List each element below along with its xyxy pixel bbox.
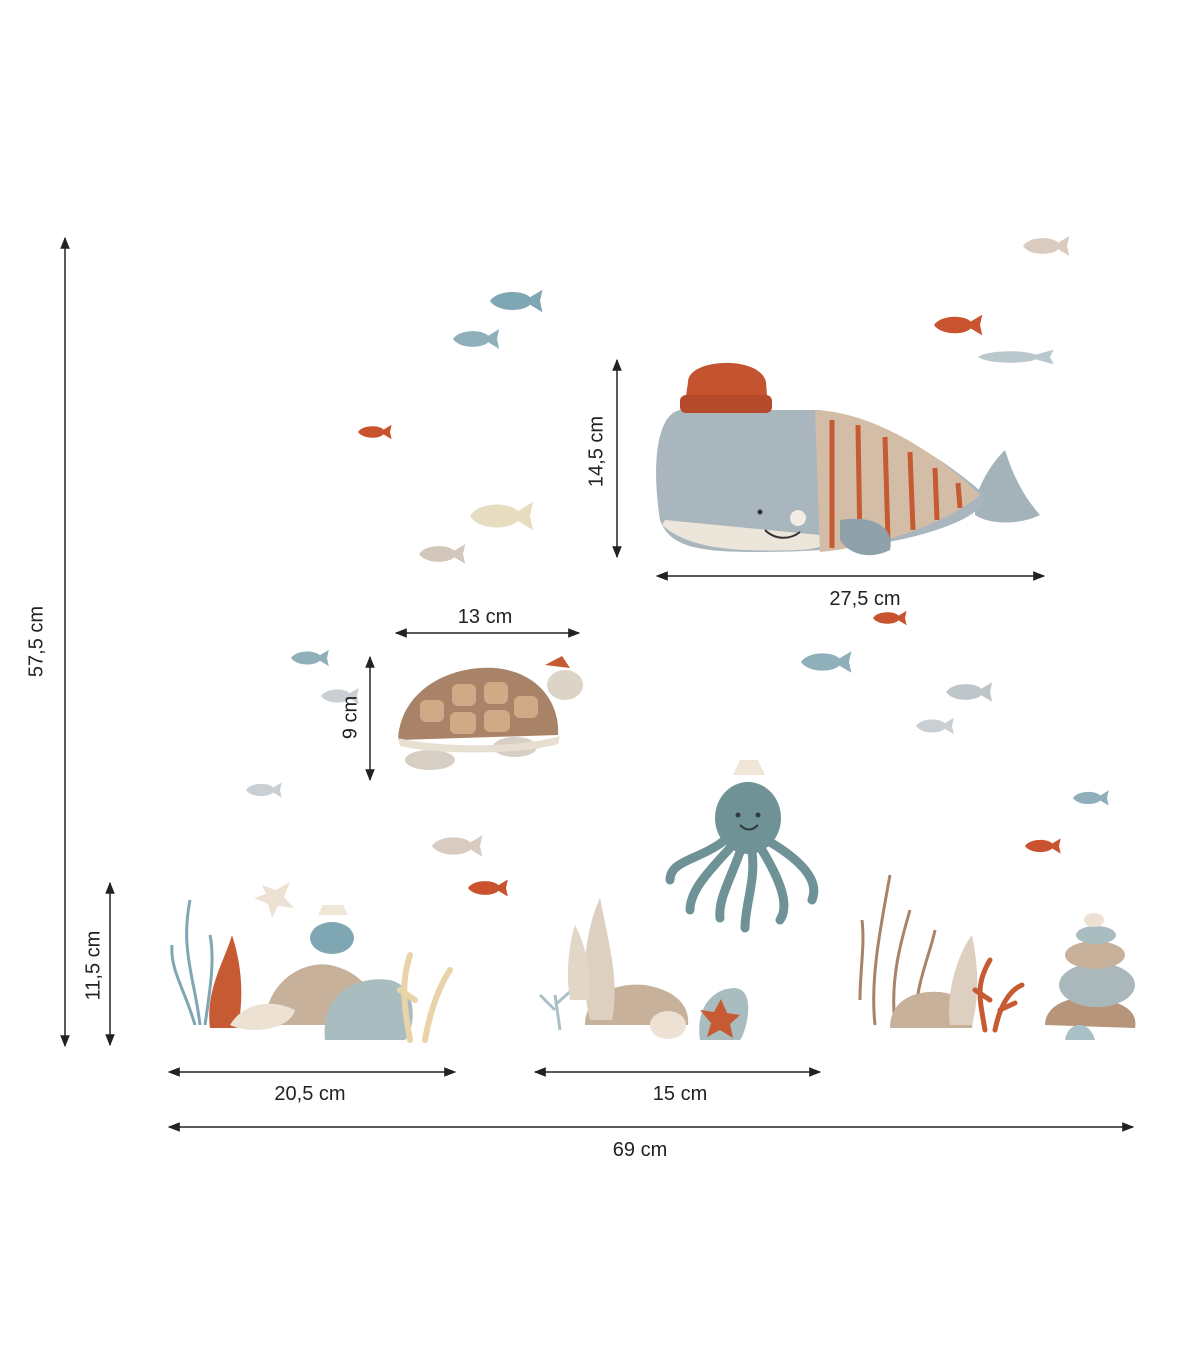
fish-grey-4 <box>916 717 954 735</box>
turtle-height-label: 9 cm <box>339 695 362 740</box>
whale-illustration <box>656 362 1040 556</box>
fish-school <box>246 236 1109 897</box>
fish-grey-1 <box>419 544 466 564</box>
reef-left-width-label: 20,5 cm <box>274 1083 346 1105</box>
right-reef-illustration <box>858 874 1136 1040</box>
fish-grey-3 <box>946 682 993 702</box>
fish-rust-4 <box>468 879 508 897</box>
fish-blue-3 <box>801 651 852 673</box>
turtle-width-label: 13 cm <box>457 606 513 628</box>
octopus-illustration <box>665 760 819 933</box>
fish-blue-5 <box>1073 790 1109 806</box>
fish-rust-3 <box>873 610 907 626</box>
total-height-label: 57,5 cm <box>25 605 48 678</box>
left-reef-illustration <box>170 882 453 1043</box>
fish-rust-1 <box>358 424 392 440</box>
fish-grey-5 <box>246 782 282 798</box>
fish-beige <box>432 835 483 857</box>
fish-rust-2 <box>934 314 983 336</box>
reef-middle-width-label: 15 cm <box>652 1083 708 1105</box>
turtle-illustration <box>398 656 583 770</box>
reef-height-label: 11,5 cm <box>82 930 105 1001</box>
fish-blue-2 <box>453 329 500 349</box>
fish-blue-4 <box>291 649 329 667</box>
fish-rust-5 <box>1025 838 1061 854</box>
fish-striped <box>470 501 533 531</box>
fish-blue-1 <box>490 289 543 313</box>
whale-height-label: 14,5 cm <box>585 415 608 488</box>
dimension-lines <box>60 236 1135 1132</box>
total-width-label: 69 cm <box>612 1139 668 1161</box>
fish-sardine <box>978 349 1054 365</box>
whale-width-label: 27,5 cm <box>829 588 901 610</box>
middle-reef-illustration <box>538 898 749 1040</box>
fish-grey-top <box>1023 236 1070 256</box>
